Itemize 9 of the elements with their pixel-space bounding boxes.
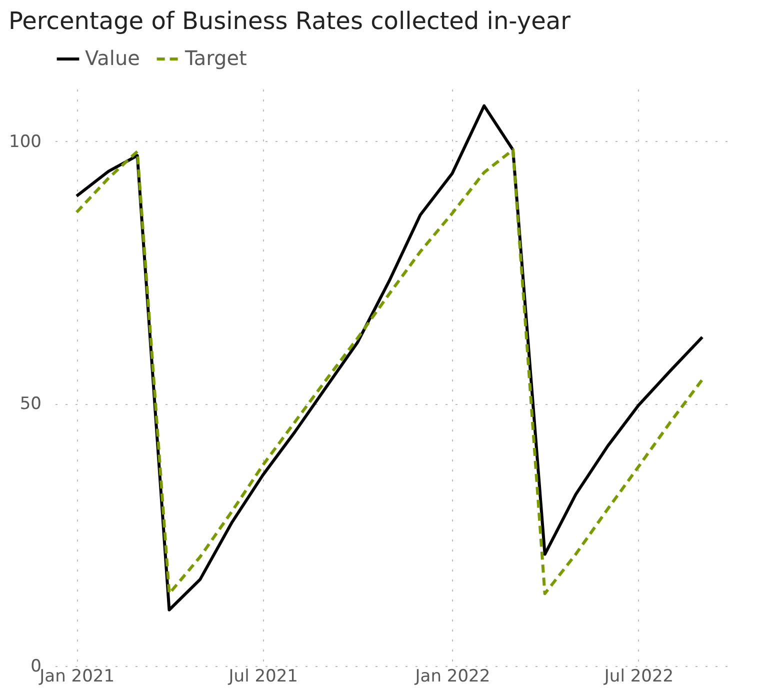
y-tick-label: 0 [30,656,42,676]
legend-label: Target [184,46,248,70]
legend-label: Value [85,46,140,70]
y-tick-label: 50 [20,394,42,414]
y-tick-label: 100 [9,132,42,152]
x-tick-label: Jul 2022 [603,666,674,686]
chart-title: Percentage of Business Rates collected in-year [8,7,571,35]
x-tick-label: Jul 2021 [228,666,298,686]
x-tick-label: Jan 2022 [414,666,490,686]
